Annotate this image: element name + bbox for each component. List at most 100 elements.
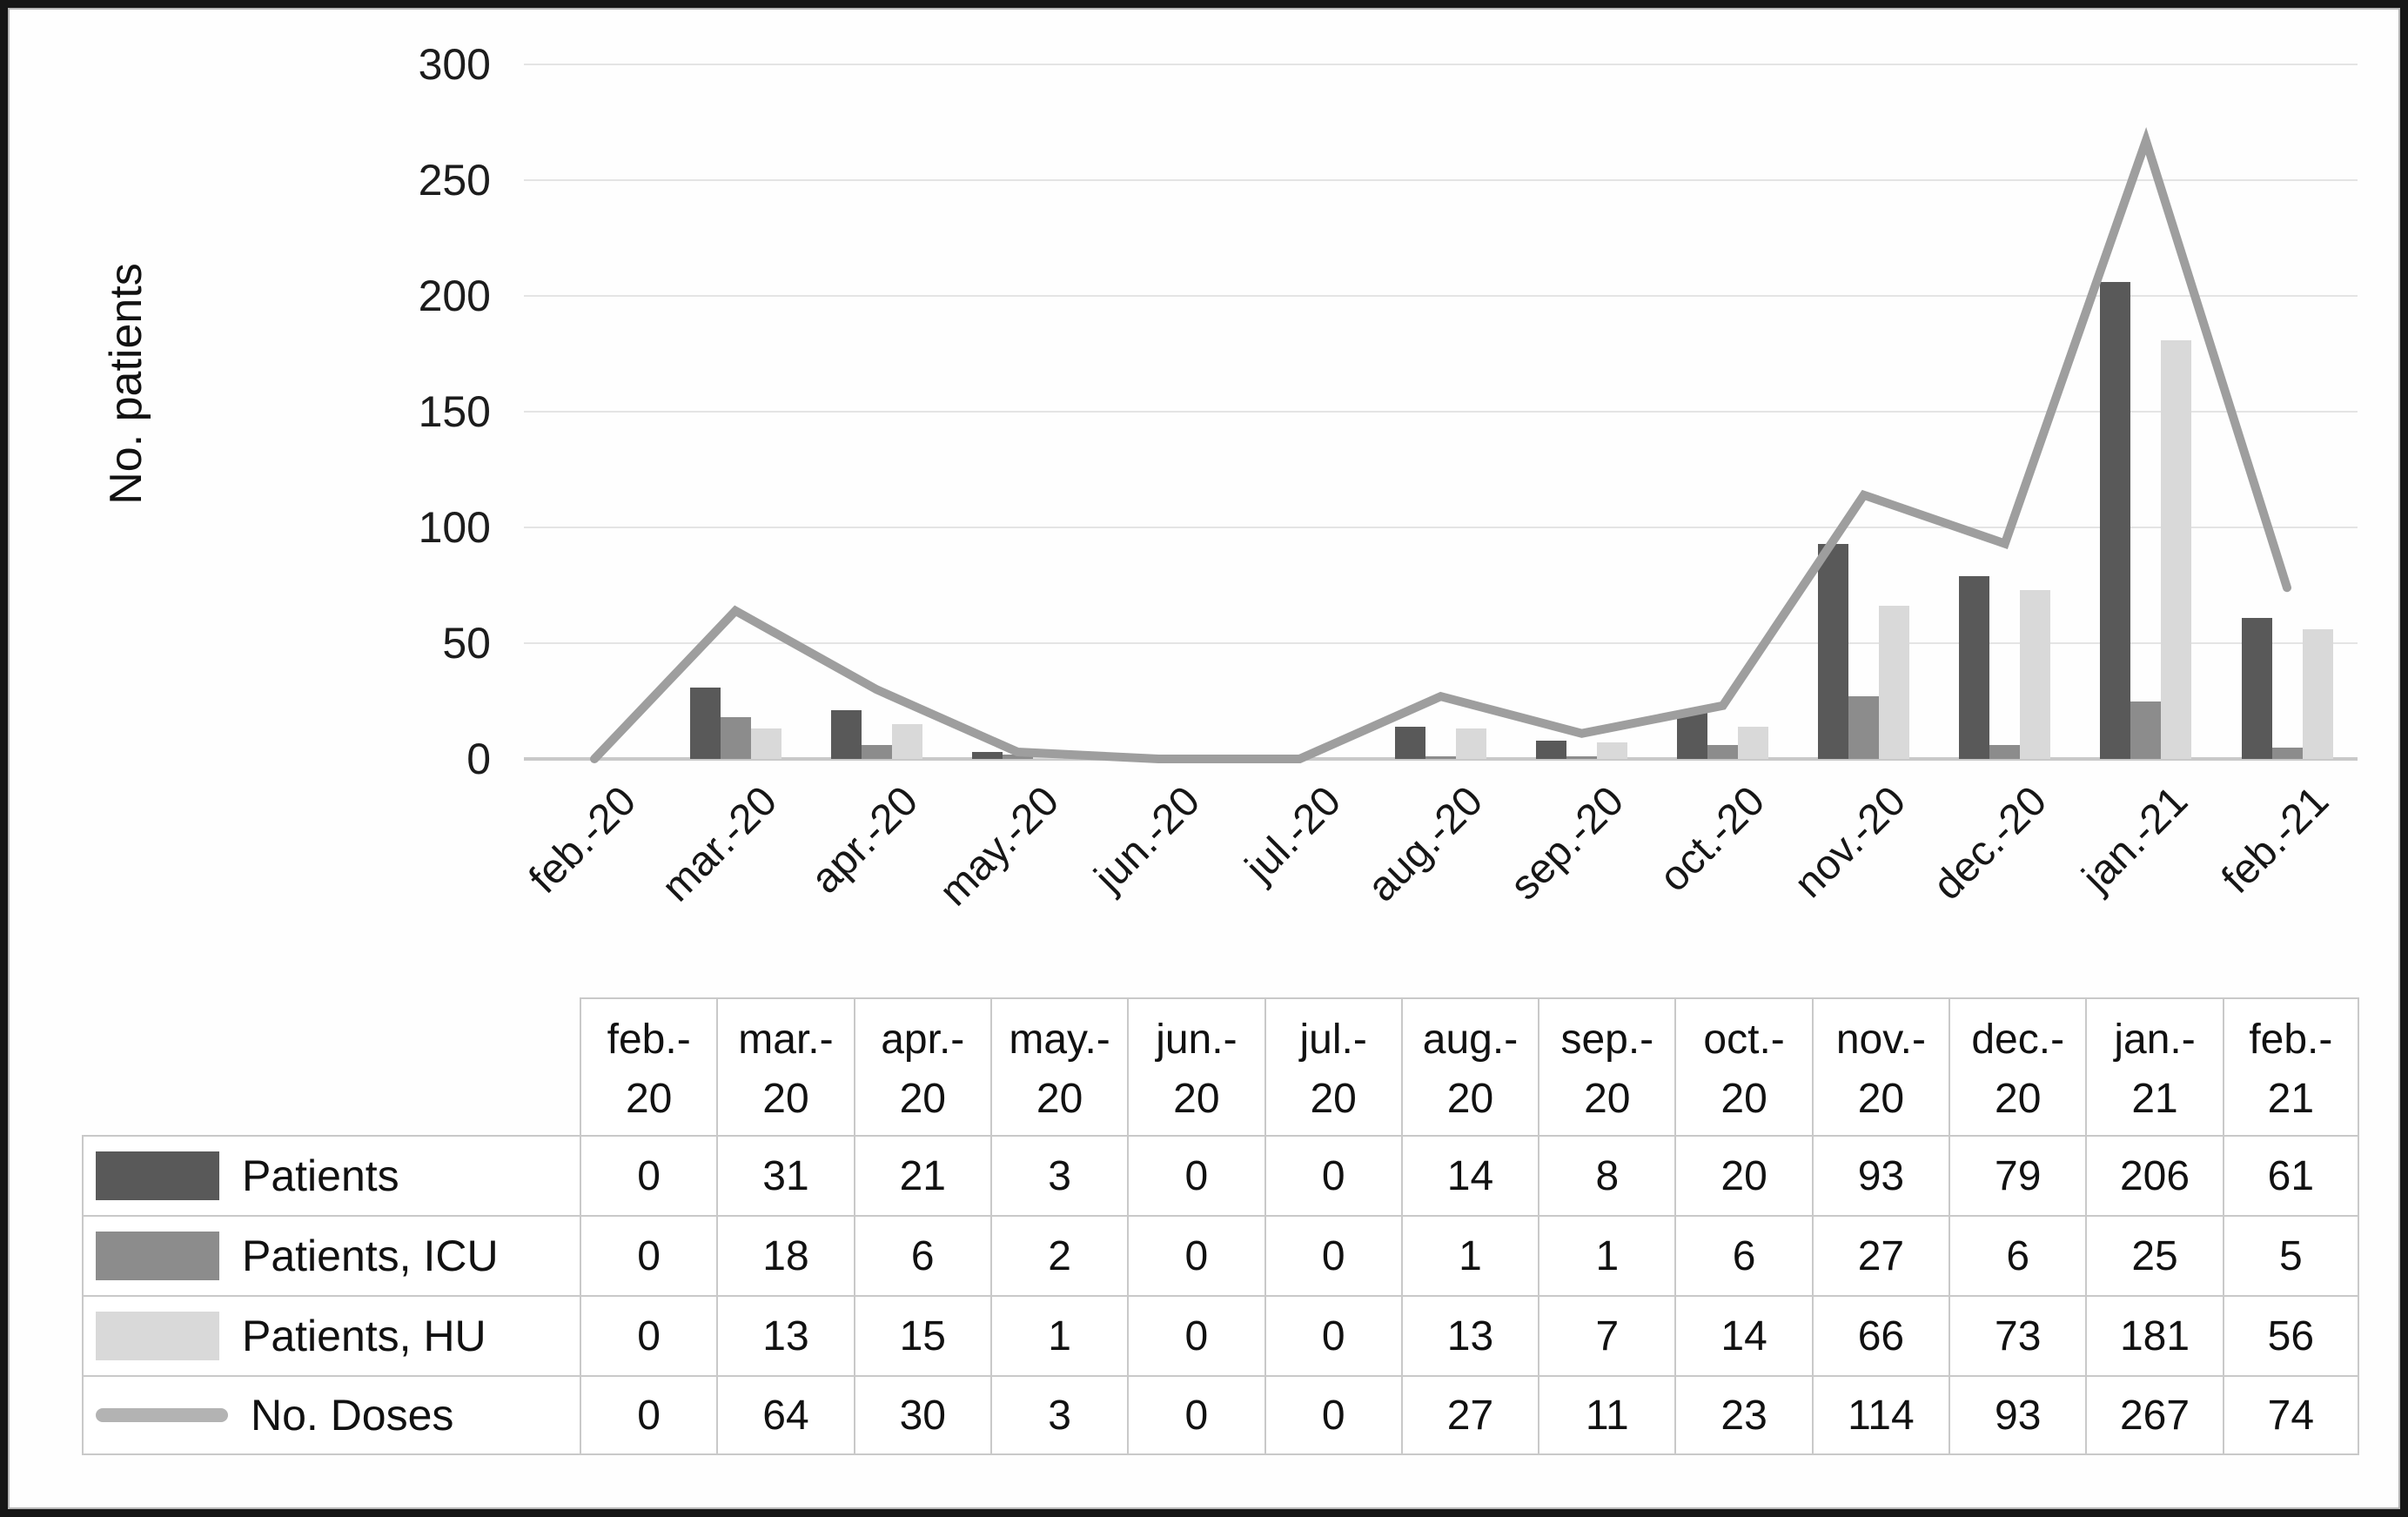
table-value-cell: 6 [853,1215,990,1295]
table-month-header: nov.- 20 [1811,997,1949,1135]
legend-bar-swatch [96,1151,219,1200]
month-header-line1: feb.- [607,1017,691,1063]
bar-patients-icu [1425,756,1456,759]
table-value-cell: 14 [1400,1135,1539,1215]
grid-line [524,179,2358,181]
legend-bar-swatch [96,1232,219,1280]
table-value-cell: 0 [580,1215,717,1295]
legend-line-swatch [96,1408,228,1422]
table-value-cell: 0 [1127,1375,1264,1455]
bar-patients [1536,740,1567,759]
data-table: feb.- 20 mar.- 20 apr.- 20 may.- 20 jun.- 20 jul.-… [82,997,2359,1455]
y-tick-label: 300 [418,40,491,89]
grid-line [524,64,2358,65]
table-value-cell: 25 [2085,1215,2223,1295]
x-tick-label: jun.-20 [1085,777,1210,901]
table-value-cell: 0 [1127,1215,1264,1295]
bar-patients-icu [1989,745,2021,759]
table-value-cell: 56 [2222,1295,2359,1375]
y-tick-label: 100 [418,503,491,552]
month-header-line1: may.- [1009,1017,1110,1063]
grid-line [524,527,2358,528]
table-value-cell: 2 [989,1215,1128,1295]
table-value-cell: 1 [1538,1215,1675,1295]
legend-bar-swatch [96,1312,219,1360]
month-header-line1: mar.- [738,1017,834,1063]
bar-patients [2241,617,2272,759]
table-month-header: may.- 20 [989,997,1128,1135]
table-month-header: apr.- 20 [853,997,990,1135]
bar-patients-icu [1848,696,1880,759]
month-header-line1: oct.- [1703,1017,1785,1063]
table-value-cell: 11 [1538,1375,1675,1455]
table-month-header: jul.- 20 [1264,997,1401,1135]
x-tick-label: jan.-21 [2073,777,2197,901]
bar-patients-icu [861,745,892,759]
table-value-cell: 6 [1949,1215,2086,1295]
table-value-cell: 3 [989,1135,1128,1215]
table-value-cell: 3 [989,1375,1128,1455]
x-tick-label: oct.-20 [1650,777,1774,901]
table-value-cell: 79 [1949,1135,2086,1215]
month-header-line2: 20 [1446,1076,1494,1122]
series-label: No. Doses [251,1391,454,1440]
table-value-cell: 206 [2085,1135,2223,1215]
bar-patients-hu [2302,629,2333,759]
table-value-cell: 5 [2222,1215,2359,1295]
month-header-line2: 20 [1857,1076,1905,1122]
table-legend-cell: Patients, HU [82,1295,580,1375]
table-value-cell: 0 [580,1375,717,1455]
table-value-cell: 27 [1400,1375,1539,1455]
table-value-cell: 61 [2222,1135,2359,1215]
x-tick-label: dec.-20 [1924,777,2056,910]
bar-patients-hu [1032,756,1063,759]
table-value-cell: 0 [580,1135,717,1215]
table-value-cell: 1 [989,1295,1128,1375]
month-header-line1: jan.- [2114,1017,2196,1063]
month-header-line2: 20 [899,1076,946,1122]
bar-patients-icu [1566,756,1598,759]
bar-patients-hu [891,724,922,759]
table-value-cell: 8 [1538,1135,1675,1215]
bar-patients-hu [2020,589,2051,759]
x-tick-label: jul.-20 [1237,777,1351,891]
bar-patients-hu [750,728,781,759]
month-header-line1: jun.- [1156,1017,1238,1063]
table-value-cell: 14 [1674,1295,1812,1375]
bar-patients [1395,726,1425,759]
table-month-header: dec.- 20 [1949,997,2086,1135]
table-value-cell: 20 [1674,1135,1812,1215]
table-month-header: aug.- 20 [1400,997,1539,1135]
x-tick-label: nov.-20 [1786,777,1915,907]
month-header-line1: feb.- [2249,1017,2333,1063]
table-value-cell: 6 [1674,1215,1812,1295]
month-header-line2: 21 [2131,1076,2178,1122]
y-tick-label: 150 [418,387,491,436]
bar-patients-hu [1456,728,1486,759]
table-value-cell: 27 [1811,1215,1949,1295]
bar-patients-icu [720,717,751,759]
table-value-cell: 21 [853,1135,990,1215]
month-header-line2: 21 [2267,1076,2315,1122]
bar-patients [971,752,1003,759]
bar-patients [689,687,721,759]
table-value-cell: 181 [2085,1295,2223,1375]
table-value-cell: 7 [1538,1295,1675,1375]
table-month-header: feb.- 20 [580,997,717,1135]
month-header-line2: 20 [1310,1076,1357,1122]
x-tick-label: may.-20 [930,777,1069,916]
series-label: Patients, HU [242,1312,486,1360]
table-value-cell: 93 [1949,1375,2086,1455]
month-header-line1: jul.- [1299,1017,1367,1063]
x-tick-label: aug.-20 [1358,777,1492,911]
month-header-line1: sep.- [1560,1017,1654,1063]
x-tick-label: mar.-20 [653,777,787,911]
bar-patients [1677,712,1708,759]
table-value-cell: 13 [1400,1295,1539,1375]
table-value-cell: 0 [1127,1295,1264,1375]
table-month-header: sep.- 20 [1538,997,1675,1135]
x-tick-label: sep.-20 [1501,777,1633,910]
month-header-line1: apr.- [881,1017,965,1063]
y-tick-label: 200 [418,272,491,320]
grid-line [524,642,2358,644]
